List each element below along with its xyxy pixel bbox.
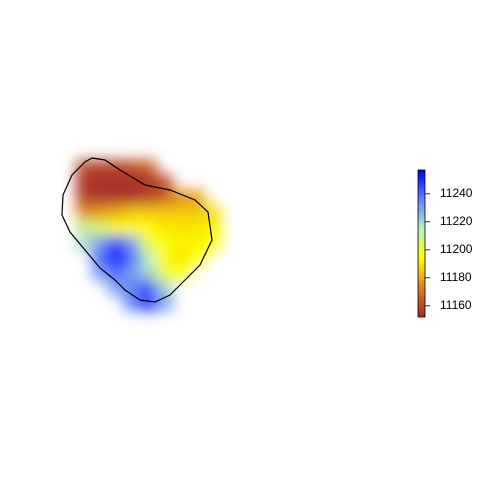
cell [188,205,205,221]
cell [140,280,157,296]
cell [92,265,109,281]
cell [92,220,109,236]
tick-label: 11240 [440,186,473,200]
cell [124,265,141,281]
cell [124,205,141,221]
cell [108,190,125,206]
cell [204,205,221,221]
cell [172,265,189,281]
cell [92,190,109,206]
cell [124,160,141,176]
colorbar-scale [417,169,426,318]
cell [172,190,189,206]
cell [124,250,141,266]
cell [108,205,125,221]
cell [108,250,125,266]
cell [140,235,157,251]
colorbar: 11160 11180 11200 11220 11240 [417,169,473,318]
cell [188,220,205,236]
tick-label: 11160 [440,298,472,312]
cell [92,205,109,221]
cell [108,175,125,191]
cell [156,205,173,221]
cell [156,220,173,236]
cell [188,190,205,206]
cell [124,280,141,296]
cell [140,250,157,266]
cell [156,250,173,266]
cell [108,235,125,251]
cell [140,295,157,311]
raster [76,160,221,311]
tick-label: 11200 [440,242,473,256]
cell [92,160,109,176]
cell [108,280,125,296]
cell [92,175,109,191]
cell [140,190,157,206]
cell [156,175,173,191]
cell [92,250,109,266]
cell [108,220,125,236]
cell [124,295,141,311]
cell [76,190,93,206]
cell [124,190,141,206]
cell [188,250,205,266]
cell [76,175,93,191]
cell [140,160,157,176]
cell [140,265,157,281]
tick-label: 11180 [440,270,472,284]
cell [124,220,141,236]
cell [172,205,189,221]
cell [156,265,173,281]
cell [172,220,189,236]
cell [172,235,189,251]
cell [172,250,189,266]
cell [188,235,205,251]
cell [204,220,221,236]
cell [140,220,157,236]
cell [140,205,157,221]
cell [204,235,221,251]
cell [124,235,141,251]
cell [156,235,173,251]
cell [156,280,173,296]
cell [156,190,173,206]
cell [76,235,93,251]
cell [124,175,141,191]
outline [61,157,213,303]
cell [76,220,93,236]
cell [92,235,109,251]
tick-label: 11220 [440,214,473,228]
cell [76,160,93,176]
cell [108,265,125,281]
cell [76,205,93,221]
